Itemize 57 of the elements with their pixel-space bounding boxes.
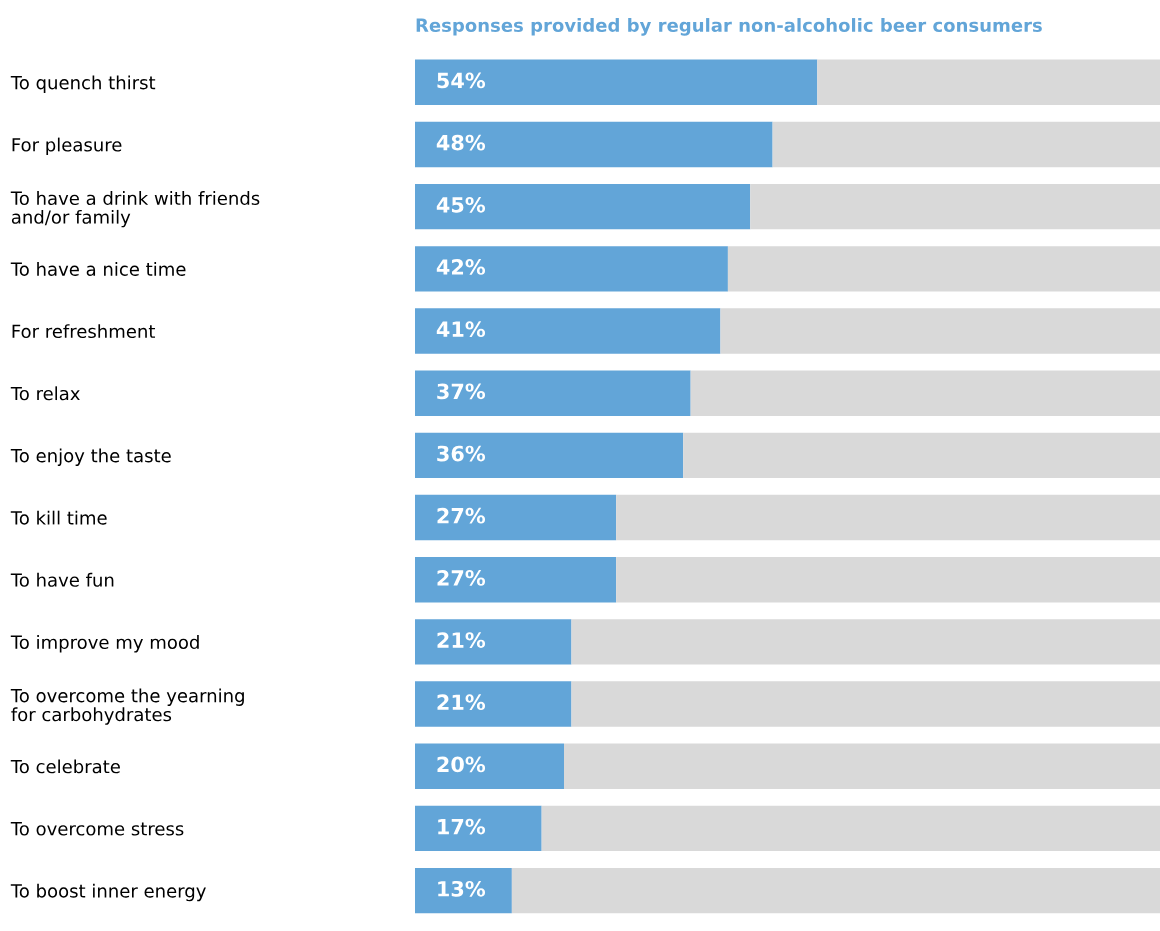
y-tick-label: To boost inner energy [10,883,206,902]
y-tick-label: To kill time [10,510,107,525]
data-label: 21% [437,632,486,648]
bar [415,681,572,727]
bar [616,494,1160,541]
y-tick-label: To celebrate [10,759,120,774]
bar [571,681,1160,727]
bar [541,805,1160,852]
data-label: 45% [436,196,486,213]
bar [727,246,1160,292]
data-label: 42% [436,259,486,275]
data-label: 17% [438,818,486,835]
data-label: 37% [437,383,486,400]
y-tick-label: To have a nice time [10,261,186,276]
data-label: 27% [437,507,486,524]
bar [415,432,684,479]
y-tick-label: To overcome stress [10,822,184,836]
bar [683,432,1160,479]
bar [415,246,728,292]
bar [415,59,818,105]
bar [415,867,512,914]
data-label: 20% [437,756,486,773]
y-tick-label: To enjoy the taste [10,448,171,466]
bar [415,557,617,603]
data-label: 27% [437,570,486,586]
bar [772,121,1160,168]
data-label: 36% [437,445,486,462]
bar [720,308,1160,354]
y-tick-label: For pleasure [12,137,122,156]
bar [415,805,542,852]
bar [690,370,1160,416]
bar [415,743,564,789]
data-label: 41% [436,321,486,338]
data-label: 48% [436,134,486,151]
chart-title: Responses provided by regular non-alcoholic beer consumers [416,18,1042,36]
y-tick-label: To overcome the yearning for carbohydrates [10,688,244,725]
bar [571,619,1160,665]
bar [511,867,1160,914]
y-tick-label: To have fun [10,572,114,587]
bar [415,370,691,416]
bar [564,743,1160,789]
bar [415,494,617,541]
bar [616,557,1160,603]
bar [415,183,751,230]
y-tick-label: To relax [10,386,80,401]
data-label: 54% [437,72,486,89]
bar [750,183,1160,230]
y-tick-label: To have a drink with friends and/or family [10,191,260,228]
bar [817,59,1160,105]
bar [415,121,773,168]
y-tick-label: To improve my mood [10,635,199,653]
y-tick-label: To quench thirst [10,75,156,93]
y-tick-label: For refreshment [12,324,156,339]
bar [415,619,572,665]
data-label: 13% [438,880,486,897]
data-label: 21% [437,694,486,711]
bar [415,308,721,354]
